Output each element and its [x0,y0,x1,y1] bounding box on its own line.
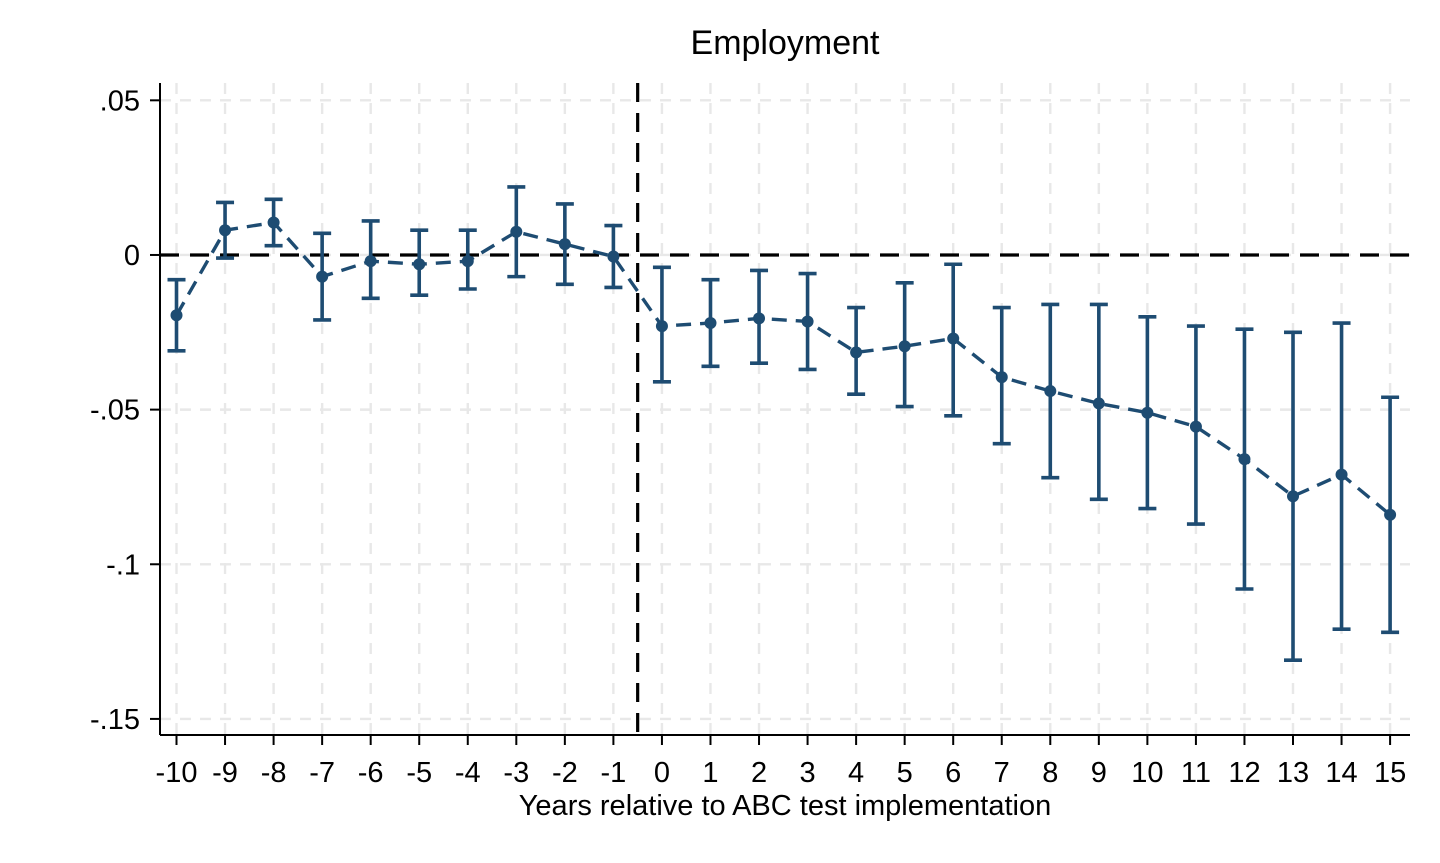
point-estimate-marker [995,371,1008,384]
point-estimate-marker [461,255,474,268]
y-tick-label: -.05 [90,395,140,427]
x-tick-label: 14 [1325,757,1357,789]
point-estimate-marker [850,346,863,359]
chart-title: Employment [690,24,880,62]
point-estimate-marker [170,309,183,322]
x-tick-label: -7 [309,757,335,789]
x-tick-label: 4 [848,757,864,789]
point-estimate-marker [1189,420,1202,433]
point-estimate-marker [1335,468,1348,481]
point-estimate-marker [510,225,523,238]
point-estimate-marker [801,315,814,328]
y-tick-label: 0 [124,240,140,272]
point-estimate-marker [947,332,960,345]
point-estimate-marker [413,258,426,271]
point-estimate-marker [898,340,911,353]
x-tick-label: -5 [406,757,432,789]
x-tick-label: -9 [212,757,238,789]
point-estimate-marker [316,270,329,283]
x-tick-label: 0 [654,757,670,789]
y-tick-label: -.15 [90,704,140,736]
y-tick-label: .05 [100,85,140,117]
x-tick-label: 9 [1091,757,1107,789]
x-tick-label: 15 [1374,757,1406,789]
x-tick-label: 5 [897,757,913,789]
y-tick-label: -.1 [106,549,140,581]
point-estimate-marker [1044,385,1057,398]
point-estimate-marker [655,320,668,333]
x-tick-label: -2 [552,757,578,789]
point-estimate-marker [704,317,717,330]
x-tick-label: 11 [1181,757,1211,789]
x-tick-label: 2 [751,757,767,789]
x-tick-label: 13 [1277,757,1309,789]
x-tick-label: -4 [455,757,481,789]
x-tick-label: -6 [358,757,384,789]
point-estimate-marker [1238,453,1251,466]
x-axis-title: Years relative to ABC test implementatio… [518,790,1052,822]
x-tick-label: -10 [156,757,198,789]
x-tick-label: 6 [945,757,961,789]
x-tick-label: -8 [261,757,287,789]
point-estimate-marker [607,250,620,263]
point-estimate-marker [558,238,571,251]
x-tick-label: 1 [702,757,718,789]
point-estimate-marker [1287,490,1300,503]
x-tick-label: 10 [1131,757,1163,789]
estimate-connector-line [175,220,1392,517]
x-tick-label: 3 [800,757,816,789]
point-estimate-marker [1092,397,1105,410]
x-tick-label: 7 [994,757,1010,789]
point-estimate-marker [267,216,280,229]
point-estimate-marker [219,224,232,237]
x-tick-label: -1 [600,757,626,789]
point-estimate-marker [753,312,766,325]
point-estimate-marker [1384,508,1397,521]
point-estimate-marker [1141,406,1154,419]
x-tick-label: 8 [1042,757,1058,789]
x-tick-label: 12 [1228,757,1260,789]
x-tick-label: -3 [503,757,529,789]
point-estimate-marker [364,255,377,268]
